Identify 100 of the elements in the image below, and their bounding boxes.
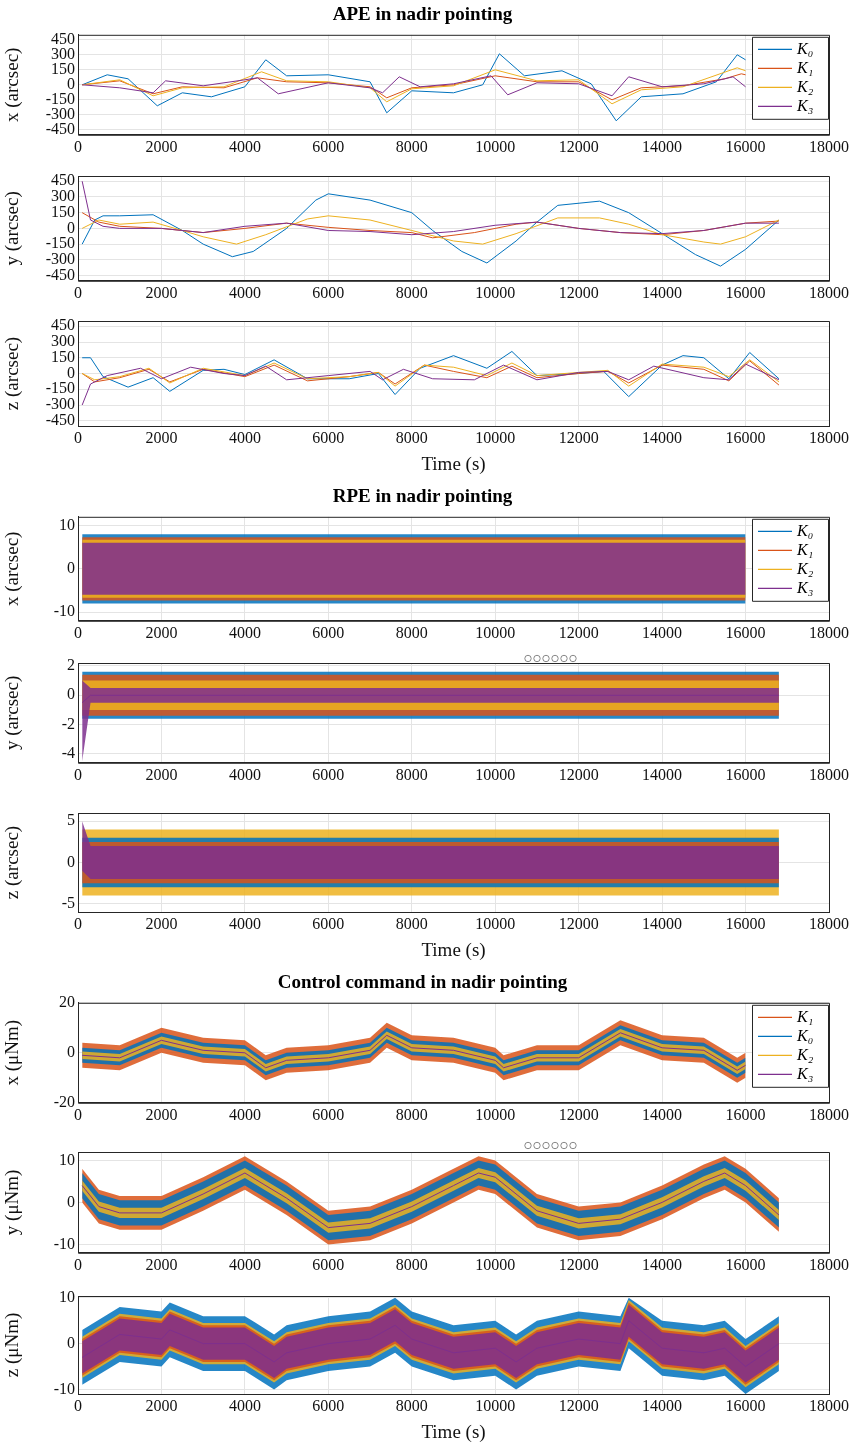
legend-label: K₁ [796, 1007, 814, 1025]
y-tick-label: -300 [45, 395, 75, 413]
y-tick-label: 0 [67, 363, 75, 381]
x-tick-label: 6000 [312, 914, 345, 932]
y-tick-label: 0 [67, 1333, 75, 1351]
y-axis-title: y (μNm) [1, 1169, 24, 1236]
y-tick-label: 150 [51, 347, 75, 365]
y-tick-label: 0 [67, 75, 75, 92]
x-tick-label: 12000 [558, 765, 599, 783]
x-tick-label: 12000 [558, 283, 599, 301]
legend-label: K₃ [796, 96, 814, 114]
legend-label: K₀ [796, 1026, 814, 1044]
x-tick-label: 10000 [475, 1105, 516, 1123]
legend-label: K₁ [796, 540, 814, 558]
x-tick-label: 6000 [312, 283, 345, 301]
x-tick-label: 14000 [642, 914, 683, 932]
y-tick-label: 150 [51, 202, 75, 220]
legend-label: K₁ [796, 58, 814, 76]
x-tick-label: 10000 [475, 428, 516, 446]
y-axis-title: x (μNm) [1, 1020, 24, 1086]
y-tick-label: -150 [45, 379, 75, 397]
y-tick-label: 0 [67, 1043, 75, 1060]
chart-title: Control command in nadir pointing [277, 971, 568, 993]
x-tick-label: 8000 [395, 283, 428, 301]
x-tick-label: 2000 [145, 283, 178, 301]
x-tick-label: 10000 [475, 137, 516, 155]
x-tick-label: 2000 [145, 1105, 178, 1123]
x-tick-label: 6000 [312, 765, 345, 783]
y-tick-label: 450 [51, 316, 75, 334]
y-tick-label: 10 [59, 1150, 75, 1168]
x-tick-label: 18000 [809, 1396, 849, 1414]
x-tick-label: 18000 [809, 623, 849, 641]
y-tick-label: 10 [59, 515, 75, 533]
x-tick-label: 4000 [228, 1396, 261, 1414]
x-tick-label: 16000 [725, 137, 766, 155]
x-tick-label: 8000 [395, 1396, 428, 1414]
y-tick-label: -450 [45, 410, 75, 428]
y-tick-label: -10 [53, 602, 75, 620]
x-tick-label: 18000 [809, 914, 849, 932]
x-tick-label: 8000 [395, 428, 428, 446]
y-axis-title: z (arcsec) [1, 825, 24, 900]
legend-label: K₂ [796, 559, 814, 577]
x-tick-label: 14000 [642, 137, 683, 155]
y-tick-label: 0 [67, 852, 75, 870]
x-tick-label: 16000 [725, 428, 766, 446]
x-tick-label: 10000 [475, 1396, 516, 1414]
x-tick-label: 4000 [228, 765, 261, 783]
x-tick-label: 12000 [558, 1255, 599, 1273]
x-tick-label: 10000 [475, 765, 516, 783]
x-tick-label: 16000 [725, 623, 766, 641]
x-tick-label: 14000 [642, 1396, 683, 1414]
x-axis-title: Time (s) [421, 452, 486, 475]
x-tick-label: 8000 [395, 623, 428, 641]
y-tick-label: -150 [45, 234, 75, 252]
legend-label: K₃ [796, 578, 814, 596]
y-tick-label: 20 [59, 993, 75, 1010]
x-tick-label: 4000 [228, 137, 261, 155]
x-tick-label: 2000 [145, 765, 178, 783]
x-tick-label: 12000 [558, 914, 599, 932]
x-tick-label: 8000 [395, 1105, 428, 1123]
x-tick-label: 14000 [642, 1105, 683, 1123]
y-axis-title: y (arcsec) [1, 191, 24, 266]
legend-label: K₃ [796, 1064, 814, 1082]
x-tick-label: 16000 [725, 1105, 766, 1123]
x-tick-label: 4000 [228, 428, 261, 446]
y-tick-label: -150 [45, 90, 75, 107]
x-tick-label: 4000 [228, 914, 261, 932]
y-tick-label: 10 [59, 1288, 75, 1306]
y-tick-label: -2 [61, 714, 75, 732]
x-tick-label: 16000 [725, 1255, 766, 1273]
x-tick-label: 12000 [558, 137, 599, 155]
x-tick-label: 18000 [809, 283, 849, 301]
y-tick-label: 300 [51, 187, 75, 205]
x-tick-label: 4000 [228, 1105, 261, 1123]
x-tick-label: 6000 [312, 137, 345, 155]
x-tick-label: 16000 [725, 1396, 766, 1414]
y-tick-label: 0 [67, 559, 75, 576]
legend-label: K₂ [796, 77, 814, 95]
y-tick-label: 0 [67, 1192, 75, 1210]
x-tick-label: 8000 [395, 1255, 428, 1273]
y-tick-label: -10 [53, 1234, 75, 1252]
y-tick-label: -300 [45, 105, 75, 122]
x-tick-label: 16000 [725, 283, 766, 301]
legend-label: K₂ [796, 1045, 814, 1063]
x-tick-label: 16000 [725, 765, 766, 783]
y-axis-title: z (arcsec) [1, 336, 24, 411]
legend-label: K₀ [796, 39, 814, 57]
y-tick-label: -10 [53, 1379, 75, 1397]
x-tick-label: 8000 [395, 765, 428, 783]
y-tick-label: 300 [51, 45, 75, 62]
x-tick-label: 18000 [809, 1255, 849, 1273]
y-axis-title: x (arcsec) [1, 531, 24, 606]
y-tick-label: -4 [61, 744, 75, 762]
y-tick-label: 2 [67, 656, 75, 674]
y-tick-label: -5 [61, 893, 75, 911]
x-tick-label: 18000 [809, 428, 849, 446]
y-tick-label: 150 [51, 60, 75, 77]
y-tick-label: 450 [51, 30, 75, 47]
x-tick-label: 18000 [809, 137, 849, 155]
x-tick-label: 2000 [145, 1396, 178, 1414]
